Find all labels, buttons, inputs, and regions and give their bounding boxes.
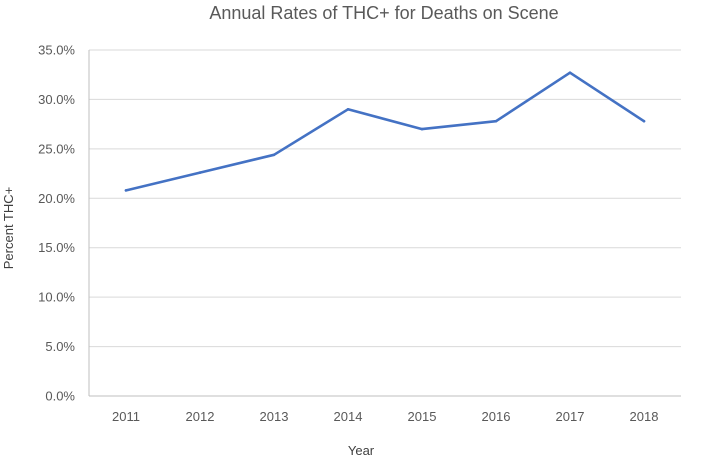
y-tick-label: 15.0% [38,240,75,255]
chart-title: Annual Rates of THC+ for Deaths on Scene [209,3,558,23]
x-axis-ticks: 2011 2012 2013 2014 2015 2016 2017 2018 [112,409,658,424]
y-tick-label: 10.0% [38,290,75,305]
x-tick-label: 2018 [630,409,659,424]
x-tick-label: 2011 [112,409,140,424]
data-point [420,127,424,131]
x-tick-label: 2014 [334,409,363,424]
y-tick-label: 5.0% [45,339,75,354]
x-axis-label: Year [348,443,375,458]
y-tick-label: 25.0% [38,141,75,156]
data-point [124,189,128,192]
y-axis-ticks: 0.0% 5.0% 10.0% 15.0% 20.0% 25.0% 30.0% 35.0% [38,43,75,404]
data-point [198,171,202,174]
x-tick-label: 2012 [186,409,215,424]
y-tick-label: 20.0% [38,191,75,206]
y-tick-label: 0.0% [45,389,75,404]
data-point [346,108,350,111]
series-line [124,71,646,192]
x-tick-label: 2017 [556,409,585,424]
x-tick-label: 2013 [260,409,289,424]
data-point [568,71,572,75]
gridlines [89,49,681,348]
y-axis-label: Percent THC+ [1,187,16,270]
data-point [494,119,498,123]
series-layer [124,71,646,192]
y-tick-label: 30.0% [38,92,75,107]
data-point [272,153,276,157]
x-tick-label: 2015 [408,409,437,424]
x-tick-label: 2016 [482,409,511,424]
y-tick-label: 35.0% [38,43,75,58]
data-point [642,119,646,123]
